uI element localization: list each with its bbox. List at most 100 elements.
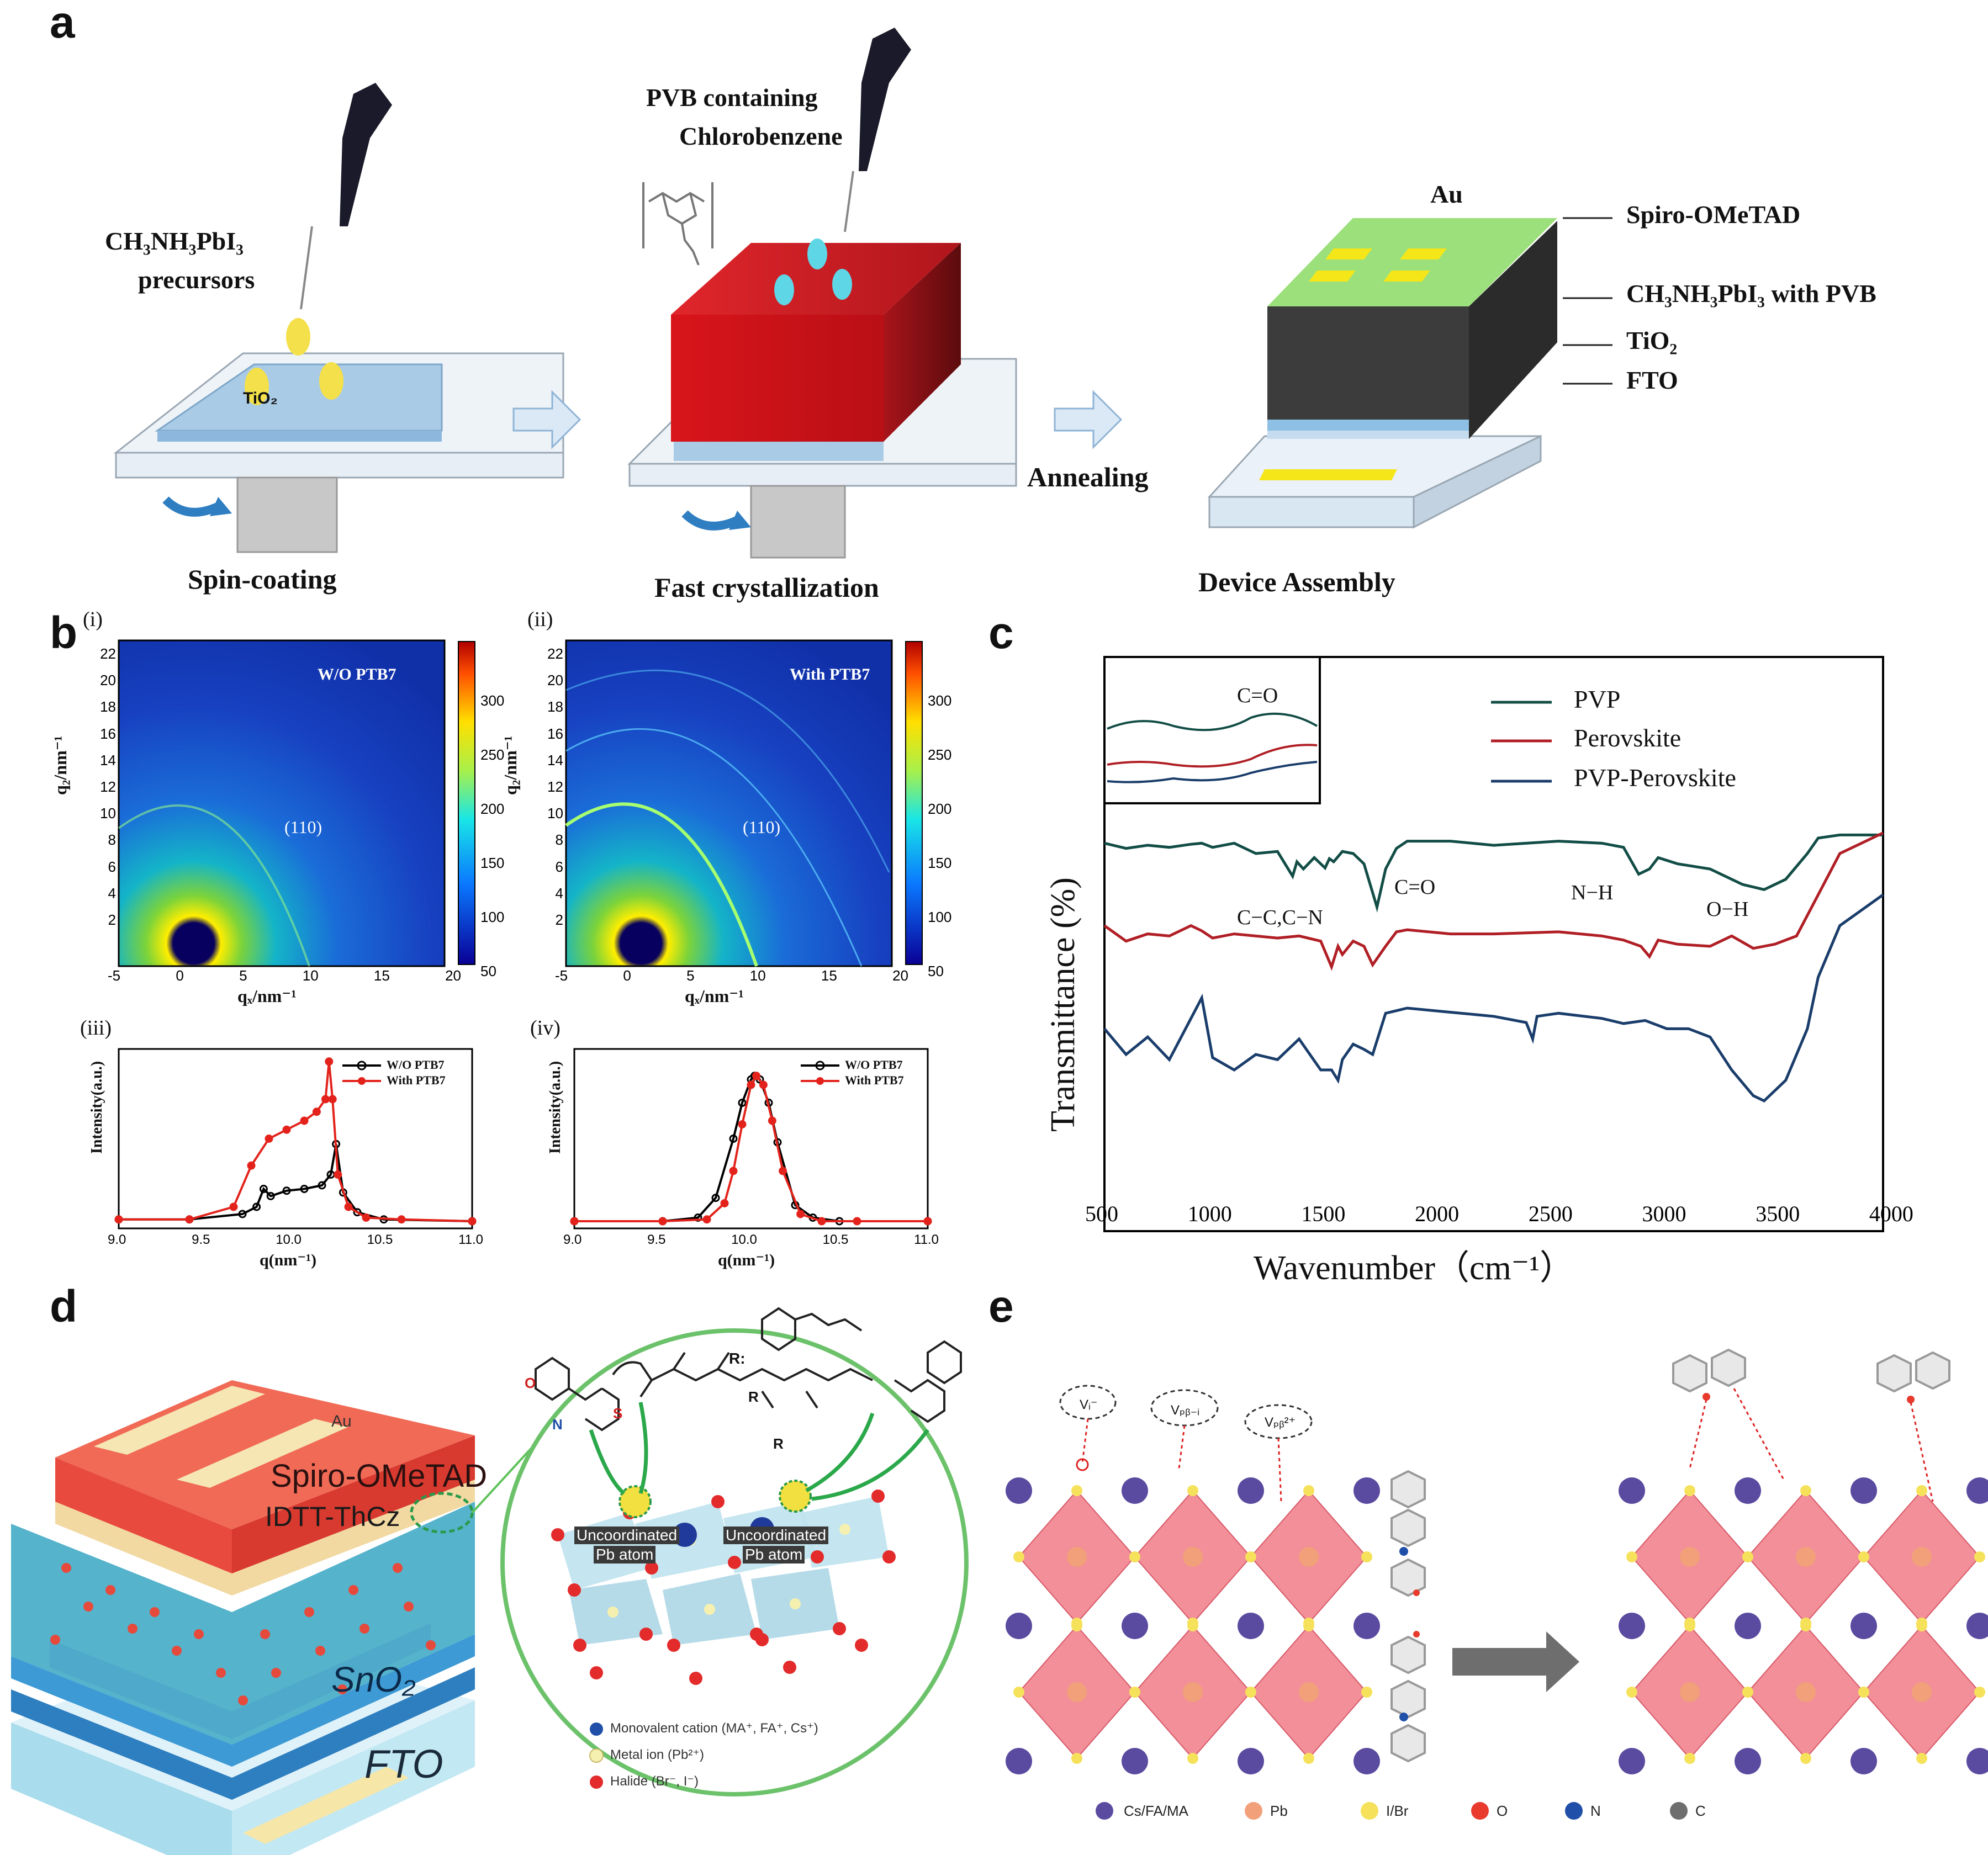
q-label-iv: q(nm⁻¹) [718, 1251, 775, 1269]
data-point [114, 1215, 123, 1224]
ann-oh: O−H [1706, 898, 1749, 921]
pb-atom [1680, 1682, 1700, 1702]
pb-atom [1067, 1682, 1087, 1702]
series-line-w-o-ptb7 [574, 1074, 928, 1222]
ftir-ylabel: Transmittance (%) [1044, 877, 1082, 1132]
cation-atom [1122, 1748, 1148, 1774]
d-r-group-2: R [773, 1435, 784, 1452]
data-point [321, 1095, 330, 1104]
au-label: Au [1430, 180, 1463, 208]
data-point [353, 1208, 362, 1217]
data-point [853, 1217, 861, 1226]
cation-atom [1966, 1477, 1988, 1504]
series-line-perovskite [1103, 831, 1884, 971]
halide-atom [1129, 1687, 1140, 1698]
cation-atom [1619, 1748, 1645, 1774]
d-idtt-label: IDTT-ThCz [265, 1501, 400, 1532]
legend-iii-wo: W/O PTB7 [387, 1058, 445, 1072]
halide-atom [1626, 1551, 1637, 1562]
pb-atom [1299, 1682, 1319, 1702]
panel-a-schematic [113, 28, 1612, 559]
ann-cc-cn: C−C,C−N [1237, 906, 1323, 929]
plot-iii [114, 1057, 477, 1226]
ring-label-i: (110) [284, 817, 322, 837]
cation-atom [1238, 1748, 1264, 1774]
spin-coater-2 [627, 28, 1017, 559]
halide-atom [1684, 1620, 1695, 1631]
data-point [328, 1095, 337, 1104]
data-point [752, 1072, 761, 1080]
e-vacancy-3: Vₚᵦ²⁺ [1265, 1415, 1296, 1430]
legend-pvp: PVP [1574, 685, 1621, 713]
d-o-atom: O [525, 1375, 536, 1391]
pb-atom [1680, 1547, 1700, 1567]
ftir-x-ticks: 500 1000 1500 2000 2500 3000 3500 4000 [1085, 1201, 1913, 1226]
pb-atom [1183, 1547, 1203, 1567]
cation-atom [1850, 1477, 1877, 1504]
cation-atom [1353, 1748, 1380, 1774]
data-point [229, 1202, 238, 1211]
ftir-legend [1491, 701, 1552, 783]
data-point [779, 1167, 787, 1175]
halide-atom [1858, 1551, 1869, 1562]
map-i-title: W/O PTB7 [318, 665, 396, 683]
pvb-label-2: Chlorobenzene [679, 122, 843, 150]
halide-atom [1303, 1620, 1314, 1631]
pb-atom [1299, 1547, 1319, 1567]
precursor-label-2: precursors [138, 266, 255, 294]
halide-atom [1800, 1620, 1811, 1631]
ann-co: C=O [1394, 876, 1436, 899]
map-ii-title: With PTB7 [790, 665, 870, 683]
colorbar-ticks-i: 300 250 200 150 100 50 [480, 692, 505, 979]
layer-tio2: TiO₂ [1626, 326, 1678, 354]
cation-atom [1619, 1477, 1645, 1504]
qz-axis-label-i: q₂/nm⁻¹ [50, 735, 70, 795]
data-point [658, 1217, 667, 1226]
pb-atom [1912, 1547, 1932, 1567]
legend-pvp-perovskite: PVP-Perovskite [1574, 764, 1736, 792]
halide-atom [1361, 1687, 1372, 1698]
qz-ticks-ii: 22 20 18 16 14 12 10 8 6 4 2 [547, 645, 563, 929]
e-legend-c: C [1695, 1803, 1706, 1819]
panel-label-a: a [50, 0, 75, 47]
ftir-lines [1103, 831, 1884, 1103]
halide-atom [1974, 1687, 1985, 1698]
e-legend-n: N [1590, 1803, 1601, 1819]
cation-atom [1619, 1613, 1645, 1639]
e-legend-ibr: I/Br [1386, 1803, 1409, 1819]
qz-ticks-i: 22 20 18 16 14 12 10 8 6 4 2 [100, 645, 116, 929]
halide-atom [1187, 1620, 1198, 1631]
data-point [259, 1185, 268, 1193]
data-point [282, 1186, 291, 1195]
halide-atom [1684, 1753, 1695, 1764]
intensity-label-iii: Intensity(a.u.) [88, 1061, 105, 1154]
d-s-atom: S [613, 1405, 623, 1422]
pb-atom [1067, 1547, 1087, 1567]
panel-c-ftir [1103, 656, 1884, 1232]
d-uncoord-2: Uncoordinated [723, 1527, 829, 1544]
halide-atom [1245, 1551, 1256, 1562]
cation-atom [1122, 1477, 1148, 1504]
cation-atom [1735, 1477, 1761, 1504]
d-pb-atom-1: Pb atom [594, 1546, 656, 1564]
panel-label-c: c [988, 608, 1014, 658]
series-line-pvp-perovskite [1103, 893, 1884, 1103]
spin-coater-1 [113, 83, 564, 553]
intensity-label-iv: Intensity(a.u.) [547, 1061, 564, 1154]
cation-atom [1238, 1613, 1264, 1639]
halide-atom [1800, 1485, 1811, 1496]
panel-label-e: e [988, 1281, 1014, 1332]
cation-atom [1735, 1748, 1761, 1774]
panel-b-figure [114, 639, 932, 1229]
q-ticks-iii: 9.0 9.5 10.0 10.5 11.0 [108, 1232, 483, 1247]
data-point [344, 1202, 353, 1211]
halide-atom [1013, 1687, 1024, 1698]
ring-label-ii: (110) [743, 817, 781, 837]
data-point [817, 1217, 826, 1226]
halide-atom [1303, 1485, 1314, 1496]
step-fast-crystallization: Fast crystallization [654, 572, 879, 603]
qx-axis-label-ii: qₓ/nm⁻¹ [685, 986, 744, 1006]
halide-atom [1742, 1687, 1753, 1698]
data-point [729, 1135, 738, 1143]
e-legend-cs: Cs/FA/MA [1124, 1803, 1189, 1819]
